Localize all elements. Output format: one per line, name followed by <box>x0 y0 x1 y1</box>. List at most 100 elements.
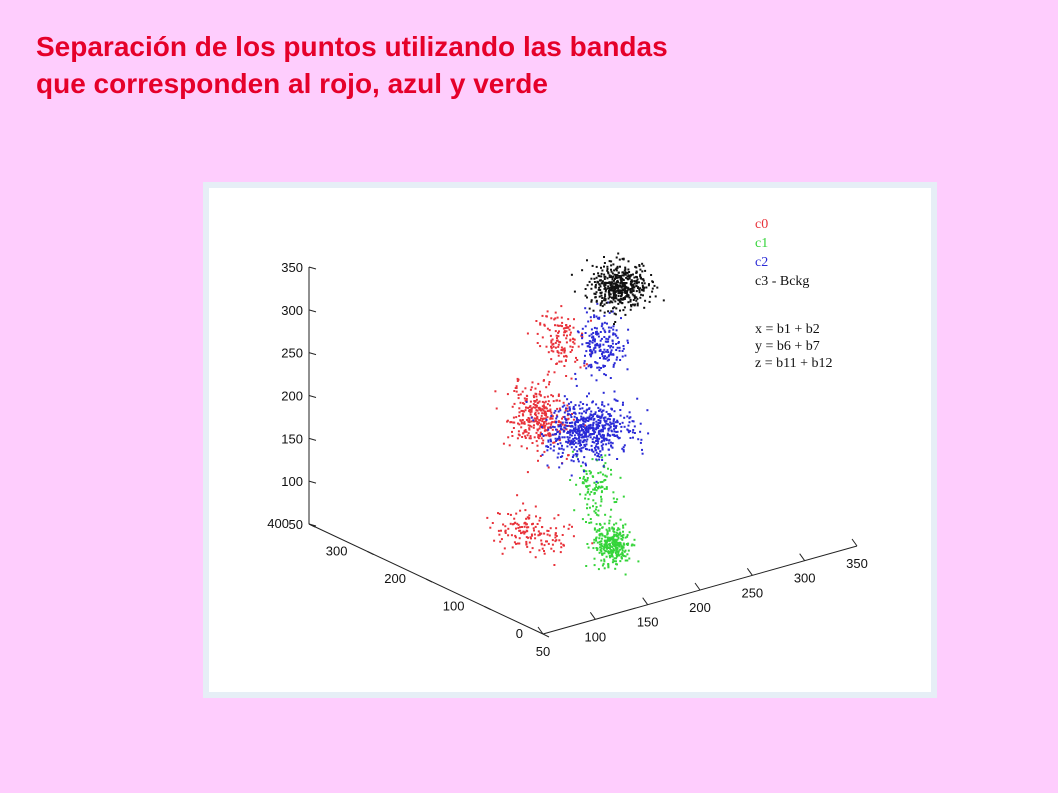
data-point <box>604 454 607 457</box>
data-point <box>577 458 579 461</box>
data-point <box>607 344 610 347</box>
data-point <box>608 424 611 427</box>
data-point <box>604 474 607 477</box>
data-point <box>574 453 577 456</box>
data-point <box>575 428 577 431</box>
data-point <box>609 352 612 355</box>
data-point <box>567 318 570 321</box>
data-point <box>600 540 603 543</box>
data-point <box>533 424 535 427</box>
data-point <box>521 436 524 438</box>
data-point <box>555 417 558 420</box>
data-point <box>590 363 593 366</box>
data-point <box>614 321 617 323</box>
data-point <box>609 539 612 542</box>
data-point <box>529 411 532 414</box>
data-point <box>597 281 600 284</box>
data-point <box>556 443 559 446</box>
data-point <box>590 283 593 286</box>
data-point <box>511 523 514 526</box>
data-point <box>534 411 537 414</box>
data-point <box>509 522 512 525</box>
data-point <box>541 433 543 436</box>
data-point <box>545 386 548 389</box>
data-point <box>606 269 609 272</box>
data-point <box>561 405 564 408</box>
data-point <box>528 409 531 412</box>
data-point <box>596 529 599 532</box>
data-point <box>507 513 510 515</box>
data-point <box>610 536 613 539</box>
data-point <box>566 421 569 424</box>
y-tick-mark <box>694 582 701 591</box>
data-point <box>598 295 601 298</box>
data-point <box>624 559 627 562</box>
data-point <box>529 435 532 438</box>
data-point <box>609 282 612 285</box>
data-point <box>607 537 610 540</box>
data-point <box>604 295 607 298</box>
data-point <box>628 411 631 414</box>
data-point <box>556 428 559 431</box>
data-point <box>597 452 600 455</box>
data-point <box>515 390 518 393</box>
data-point <box>595 276 598 279</box>
data-point <box>558 539 561 542</box>
y-tick-label: 250 <box>741 585 763 600</box>
data-point <box>547 427 550 430</box>
data-point <box>590 277 593 280</box>
data-point <box>580 436 583 439</box>
data-point <box>592 422 595 425</box>
data-point <box>651 290 654 293</box>
data-point <box>566 404 569 407</box>
data-point <box>541 547 544 550</box>
data-point <box>577 345 580 348</box>
data-point <box>586 438 589 441</box>
x-tick-mark <box>367 551 374 555</box>
data-point <box>621 554 624 557</box>
data-point <box>624 549 627 552</box>
data-point <box>613 428 616 431</box>
data-point <box>569 422 571 424</box>
data-point <box>587 488 590 491</box>
data-point <box>531 442 534 444</box>
data-point <box>535 395 538 398</box>
data-point <box>603 522 606 525</box>
data-point <box>563 347 566 350</box>
data-point <box>613 540 616 543</box>
axes: 0100200300400501001502002503003505010015… <box>267 260 868 659</box>
data-point <box>641 262 644 265</box>
data-point <box>588 343 591 346</box>
data-point <box>555 440 558 442</box>
data-point <box>609 351 612 354</box>
data-point <box>594 511 597 514</box>
data-point <box>574 372 577 375</box>
data-point <box>544 424 547 427</box>
data-point <box>527 536 529 539</box>
y-tick-label: 350 <box>846 556 868 571</box>
data-point <box>554 536 557 539</box>
data-point <box>536 420 539 423</box>
data-point <box>608 554 611 557</box>
data-point <box>577 460 580 463</box>
data-point <box>567 402 570 405</box>
data-point <box>603 546 606 548</box>
data-point <box>580 417 583 420</box>
data-point <box>556 437 559 440</box>
data-point <box>539 390 541 393</box>
data-point <box>528 428 531 431</box>
data-point <box>563 426 566 429</box>
data-point <box>553 564 556 566</box>
data-point <box>607 546 610 549</box>
data-point <box>621 350 624 352</box>
data-point <box>571 425 574 428</box>
data-point <box>578 441 581 444</box>
data-point <box>579 366 582 369</box>
data-point <box>560 447 563 450</box>
data-point <box>586 296 588 299</box>
data-point <box>616 458 619 460</box>
data-point <box>615 281 618 284</box>
data-point <box>635 266 638 269</box>
data-point <box>604 275 607 278</box>
data-point <box>610 407 613 410</box>
